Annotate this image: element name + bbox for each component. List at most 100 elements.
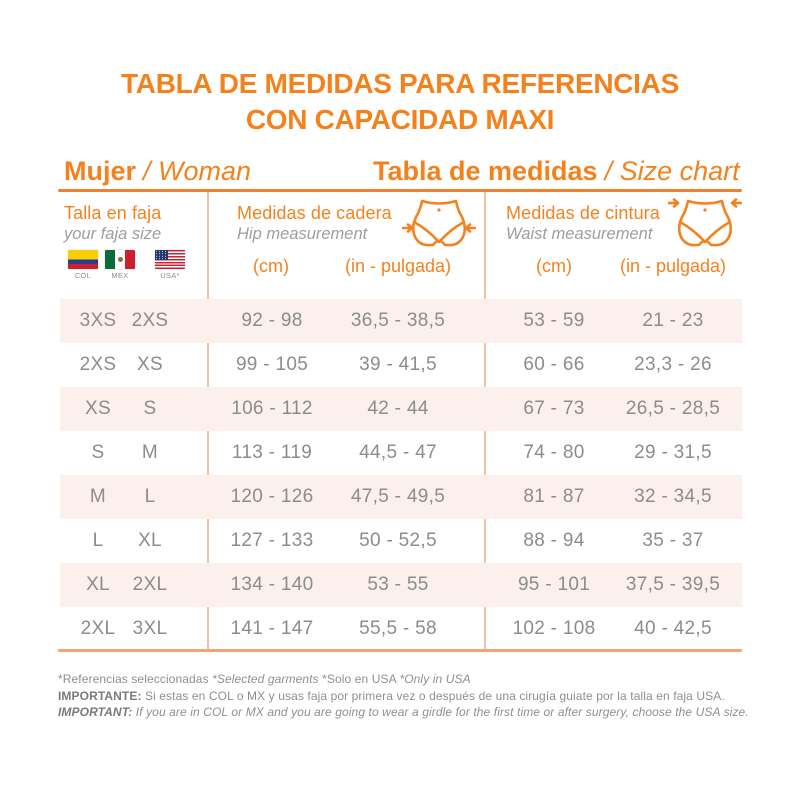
cell-waist-inches: 40 - 42,5 [634, 618, 712, 639]
cell-hip-cm: 141 - 147 [230, 618, 314, 639]
waist-column-subtitle: Waist measurement [506, 225, 653, 243]
cell-hip-inches: 50 - 52,5 [359, 530, 437, 551]
cell-hip-inches: 36,5 - 38,5 [350, 310, 446, 331]
table-row: 3XS 2XS 92 - 98 36,5 - 38,5 53 - 59 21 -… [60, 299, 742, 343]
cell-hip-cm: 113 - 119 [231, 442, 313, 463]
hip-cm-label: (cm) [253, 256, 289, 276]
size-table-body: 3XS 2XS 92 - 98 36,5 - 38,5 53 - 59 21 -… [60, 299, 742, 651]
page-title-line2: CON CAPACIDAD MAXI [245, 104, 555, 135]
page-title: TABLA DE MEDIDAS PARA REFERENCIAS CON CA… [0, 66, 800, 138]
table-row: 2XL 3XL 141 - 147 55,5 - 58 102 - 108 40… [60, 607, 742, 651]
footnote-important-es: IMPORTANTE: Si estas en COL o MX y usas … [58, 688, 763, 705]
cell-waist-cm: 60 - 66 [523, 354, 585, 375]
footnote-important-en: IMPORTANT: If you are in COL or MX and y… [58, 704, 763, 721]
cell-hip-inches: 39 - 41,5 [359, 354, 437, 375]
cell-waist-inches: 29 - 31,5 [634, 442, 712, 463]
colombia-flag-icon [68, 250, 98, 269]
cell-waist-cm: 95 - 101 [517, 574, 591, 595]
cell-waist-cm: 81 - 87 [523, 486, 585, 507]
usa-flag-icon [155, 250, 185, 269]
cell-hip-cm: 120 - 126 [230, 486, 314, 507]
size-column-subtitle: your faja size [64, 225, 162, 243]
flag-colombia-wrap: COL [68, 250, 98, 280]
cell-size-usa: 3XL [132, 618, 168, 639]
cell-hip-inches: 47,5 - 49,5 [350, 486, 446, 507]
cell-waist-inches: 23,3 - 26 [634, 354, 712, 375]
cell-size-usa: L [144, 486, 156, 507]
important-es-label: IMPORTANTE: [58, 688, 142, 703]
header-woman-label: / Woman [143, 156, 252, 186]
cell-waist-inches: 21 - 23 [642, 310, 704, 331]
cell-size-usa: M [141, 442, 159, 463]
footnote-segment: *Solo en USA [322, 672, 400, 686]
cell-size-usa: 2XS [131, 310, 169, 331]
cell-size-usa: XL [138, 530, 162, 551]
cell-hip-cm: 99 - 105 [235, 354, 309, 375]
table-row: S M 113 - 119 44,5 - 47 74 - 80 29 - 31,… [60, 431, 742, 475]
footnote-segment: *Referencias seleccionadas [58, 672, 213, 686]
cell-hip-inches: 55,5 - 58 [359, 618, 437, 639]
cell-size-col-mx: S [91, 442, 105, 463]
colombia-flag-label: COL [74, 271, 92, 280]
cell-waist-cm: 102 - 108 [512, 618, 596, 639]
table-row: XS S 106 - 112 42 - 44 67 - 73 26,5 - 28… [60, 387, 742, 431]
cell-waist-cm: 53 - 59 [523, 310, 585, 331]
flags-row: COL MEX USA* [0, 250, 210, 290]
header-tabla-medidas: Tabla de medidas / Size chart [373, 156, 740, 187]
header-tabla-label: Tabla de medidas [373, 156, 598, 186]
usa-canton [155, 250, 168, 260]
cell-waist-cm: 74 - 80 [523, 442, 585, 463]
mexico-flag-label: MEX [111, 271, 129, 280]
flag-mexico-wrap: MEX [105, 250, 135, 280]
cell-waist-inches: 35 - 37 [642, 530, 704, 551]
footnote-references: *Referencias seleccionadas *Selected gar… [58, 671, 763, 688]
cell-size-col-mx: XL [86, 574, 110, 595]
important-es-text: Si estas en COL o MX y usas faja por pri… [141, 688, 725, 703]
cell-hip-inches: 53 - 55 [367, 574, 429, 595]
cell-waist-inches: 26,5 - 28,5 [625, 398, 721, 419]
hip-measurement-icon [402, 199, 476, 247]
header-mujer-woman: Mujer / Woman [64, 156, 251, 187]
footer-notes: *Referencias seleccionadas *Selected gar… [58, 671, 763, 721]
size-column-title: Talla en faja [64, 203, 162, 223]
table-row: M L 120 - 126 47,5 - 49,5 81 - 87 32 - 3… [60, 475, 742, 519]
cell-waist-inches: 32 - 34,5 [634, 486, 712, 507]
hip-column-subtitle: Hip measurement [237, 225, 368, 243]
cell-hip-cm: 127 - 133 [230, 530, 314, 551]
cell-size-usa: 2XL [132, 574, 168, 595]
header-mujer-label: Mujer [64, 156, 137, 186]
cell-hip-cm: 106 - 112 [231, 398, 313, 419]
table-bottom-rule [58, 649, 742, 652]
table-row: XL 2XL 134 - 140 53 - 55 95 - 101 37,5 -… [60, 563, 742, 607]
page-title-line1: TABLA DE MEDIDAS PARA REFERENCIAS [121, 68, 679, 99]
hip-inches-label: (in - pulgada) [344, 256, 452, 276]
usa-flag-label: USA* [160, 271, 180, 280]
mexico-emblem [117, 257, 123, 262]
cell-size-col-mx: L [92, 530, 104, 551]
important-en-text: If you are in COL or MX and you are goin… [132, 705, 749, 719]
footnote-segment: *Only in USA [399, 672, 471, 686]
waist-cm-label: (cm) [536, 256, 572, 276]
waist-inches-label: (in - pulgada) [619, 256, 727, 276]
waist-column-title: Medidas de cintura [506, 203, 660, 223]
cell-waist-inches: 37,5 - 39,5 [625, 574, 721, 595]
cell-hip-cm: 92 - 98 [241, 310, 303, 331]
cell-hip-cm: 134 - 140 [230, 574, 314, 595]
cell-hip-inches: 44,5 - 47 [359, 442, 437, 463]
table-row: 2XS XS 99 - 105 39 - 41,5 60 - 66 23,3 -… [60, 343, 742, 387]
cell-size-col-mx: XS [85, 398, 111, 419]
cell-size-col-mx: 3XS [79, 310, 117, 331]
footnote-segment: *Selected garments [212, 672, 323, 686]
cell-size-col-mx: M [89, 486, 107, 507]
cell-size-col-mx: 2XL [80, 618, 116, 639]
header-sizechart-label: / Size chart [604, 156, 740, 186]
flag-usa-wrap: USA* [155, 250, 185, 280]
hip-column-title: Medidas de cadera [237, 203, 392, 223]
cell-waist-cm: 88 - 94 [523, 530, 585, 551]
cell-hip-inches: 42 - 44 [367, 398, 429, 419]
cell-size-usa: S [143, 398, 157, 419]
waist-measurement-icon [668, 198, 742, 247]
mexico-flag-icon [105, 250, 135, 269]
cell-waist-cm: 67 - 73 [523, 398, 585, 419]
